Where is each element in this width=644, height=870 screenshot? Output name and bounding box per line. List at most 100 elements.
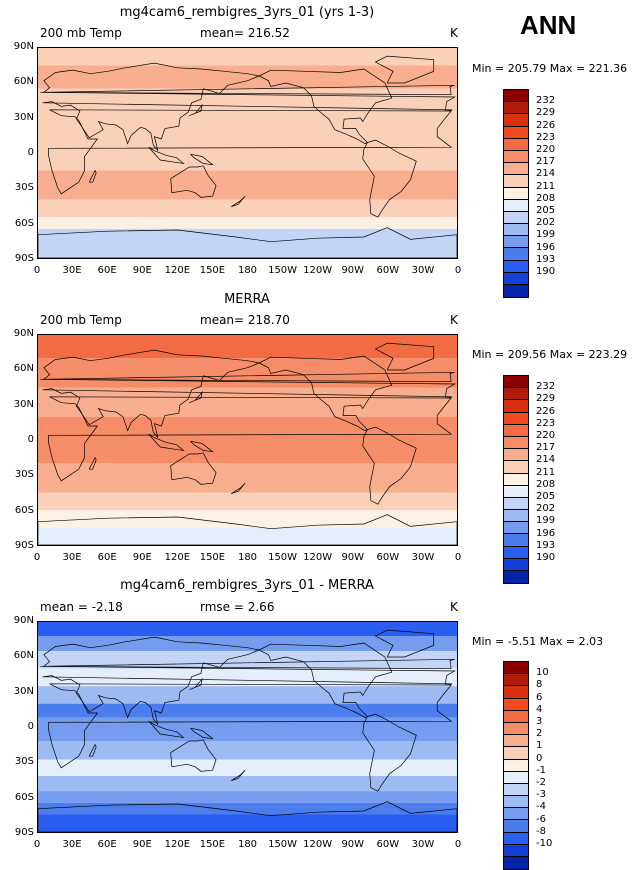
lon-tick-label: 0 (33, 265, 41, 276)
map-frame (37, 334, 458, 546)
colorbar-swatch (504, 388, 528, 401)
contour-band (38, 703, 457, 718)
lat-tick-label: 30S (14, 756, 34, 768)
coastline (363, 714, 417, 791)
colorbar-swatch (504, 412, 528, 425)
colorbar-label: 217 (536, 156, 556, 168)
colorbar-label: 214 (536, 168, 556, 180)
lon-tick-label: 120E (164, 265, 191, 276)
lon-tick-label: 150W (268, 552, 298, 563)
lat-tick-label: 60N (13, 76, 34, 88)
lon-tick-label: 150E (199, 552, 226, 563)
coastline (171, 740, 216, 772)
lon-tick-label: 120W (303, 839, 333, 850)
colorbar-swatch (504, 376, 528, 389)
colorbar-label: 211 (536, 180, 556, 192)
contour-band (38, 636, 457, 652)
colorbar-swatch (504, 546, 528, 559)
colorbar-label: 205 (536, 491, 556, 502)
coastline (43, 637, 455, 725)
contour-band (38, 759, 457, 776)
colorbar-label: 4 (536, 703, 543, 715)
colorbar-label: 6 (536, 691, 543, 703)
contour-band (38, 228, 457, 241)
colorbar-swatch (504, 662, 528, 675)
colorbar-swatch (504, 497, 528, 511)
colorbar-label: 193 (536, 539, 556, 551)
colorbar-swatch (504, 510, 528, 523)
colorbar-swatch (504, 808, 528, 821)
colorbar-swatch (504, 272, 528, 285)
left-label: 200 mb Temp (40, 26, 122, 40)
contour-band (38, 622, 457, 636)
colorbar-label: 193 (536, 253, 556, 265)
contour-band (38, 217, 457, 229)
lat-tick-label: 0 (27, 721, 34, 732)
coastline (363, 427, 417, 504)
colorbar-label: 208 (536, 192, 556, 204)
center-label: rmse = 2.66 (200, 600, 275, 614)
colorbar-label: 190 (536, 552, 556, 563)
colorbar-label: 8 (536, 679, 543, 691)
colorbar-swatch (504, 722, 528, 736)
colorbar-swatch (504, 211, 528, 225)
map-plot (38, 48, 457, 258)
colorbar-swatch (504, 285, 528, 298)
colorbar-label: 202 (536, 217, 556, 229)
lat-tick-label: 30N (13, 111, 34, 123)
colorbar-swatch (504, 224, 528, 237)
colorbar-label: 0 (536, 752, 543, 764)
lon-tick-label: 30E (62, 265, 82, 276)
lon-tick-label: 60W (376, 265, 400, 276)
colorbar-label: 10 (536, 667, 549, 679)
colorbar-label: 3 (536, 716, 543, 727)
coastline (40, 659, 454, 668)
colorbar-swatch (504, 857, 528, 870)
lat-tick-label: 90N (13, 615, 34, 626)
colorbar-swatch (504, 236, 528, 249)
coastline (231, 196, 245, 207)
colorbar-label: 211 (536, 466, 556, 478)
colorbar-swatch (504, 175, 528, 188)
colorbar-label: 220 (536, 430, 556, 441)
lat-tick-label: 90S (14, 253, 34, 264)
coastline (363, 140, 417, 217)
colorbar-swatch (504, 260, 528, 273)
lon-tick-label: 0 (33, 839, 41, 850)
contour-band (38, 65, 457, 89)
contour-band (38, 776, 457, 792)
contour-band (38, 48, 457, 66)
colorbar-swatch (504, 686, 528, 699)
colorbar-label: 229 (536, 107, 556, 119)
lon-tick-label: 90E (132, 839, 152, 850)
colorbar-label: 2 (536, 728, 543, 740)
coastline (189, 392, 202, 403)
colorbar-swatch (504, 400, 528, 413)
colorbar-swatch (504, 461, 528, 474)
coastline (48, 110, 451, 194)
right-label: K (450, 600, 458, 614)
right-label: K (450, 26, 458, 40)
colorbar-swatch (504, 783, 528, 797)
colorbar-label: -8 (536, 825, 546, 837)
lat-tick-label: 60S (14, 791, 34, 803)
min-max-label: Min = 209.56 Max = 223.29 (472, 348, 628, 361)
lon-tick-label: 0 (33, 552, 41, 563)
contour-band (38, 88, 457, 136)
panel-title: MERRA (224, 292, 270, 307)
colorbar-label: 202 (536, 503, 556, 515)
colorbar-swatch (504, 436, 528, 450)
colorbar-swatch (504, 759, 528, 772)
contour-band (38, 802, 457, 815)
lon-tick-label: 60E (97, 839, 117, 850)
colorbar-swatches (503, 661, 529, 870)
coastline (376, 630, 434, 657)
colorbar-label: 196 (536, 527, 556, 539)
map-plot (38, 622, 457, 832)
lon-tick-label: 150W (268, 265, 298, 276)
coastline (40, 372, 454, 381)
lat-tick-label: 0 (27, 434, 34, 445)
colorbar-label: 1 (536, 740, 543, 752)
lon-tick-label: 60E (97, 552, 117, 563)
contour-band (38, 387, 457, 417)
